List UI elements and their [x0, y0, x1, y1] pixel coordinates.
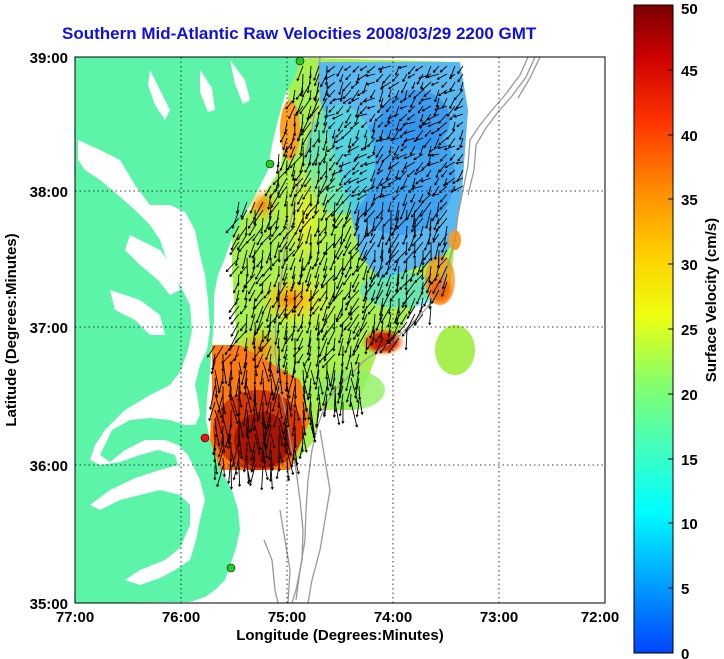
colorbar-ticks — [668, 4, 673, 654]
colorbar-tick-label: 20 — [681, 387, 698, 404]
bathymetry-contours — [263, 57, 541, 603]
colorbar-tick-label: 10 — [681, 516, 698, 533]
colorbar-label: Surface Velocity (cm/s) — [703, 218, 720, 382]
y-tick-label: 37:00 — [30, 320, 68, 337]
station-marker — [265, 159, 275, 169]
x-tick-label: 72:00 — [581, 609, 619, 626]
y-tick-labels: 39:00 38:00 37:00 36:00 35:00 — [30, 50, 68, 613]
x-tick-labels: 77:00 76:00 75:00 74:00 73:00 72:00 — [56, 609, 619, 626]
velocity-arrows — [207, 65, 464, 491]
y-tick-label: 36:00 — [30, 458, 68, 475]
station-marker — [295, 56, 305, 66]
colorbar — [633, 4, 674, 654]
x-tick-label: 76:00 — [162, 609, 200, 626]
x-tick-label: 75:00 — [268, 609, 306, 626]
colorbar-tick-labels: 0 5 10 15 20 25 30 35 40 45 50 — [681, 1, 698, 659]
colorbar-tick-label: 40 — [681, 128, 698, 145]
colorbar-tick-label: 45 — [681, 63, 698, 80]
y-tick-label: 39:00 — [30, 50, 68, 67]
y-tick-label: 35:00 — [30, 596, 68, 613]
colorbar-tick-label: 30 — [681, 257, 698, 274]
colorbar-tick-label: 15 — [681, 452, 698, 469]
velocity-arrow-paths — [207, 65, 464, 491]
chesapeake-bay — [78, 140, 210, 585]
colorbar-tick-label: 25 — [681, 322, 698, 339]
colorbar-tick-label: 0 — [681, 646, 689, 659]
colorbar-tick-label: 35 — [681, 192, 698, 209]
x-axis-label: Longitude (Degrees:Minutes) — [236, 627, 444, 644]
x-tick-label: 73:00 — [480, 609, 518, 626]
colorbar-tick-label: 5 — [681, 581, 689, 598]
station-marker-red — [200, 433, 210, 443]
x-tick-label: 74:00 — [374, 609, 412, 626]
map-title: Southern Mid-Atlantic Raw Velocities 200… — [62, 24, 537, 43]
x-tick-label: 77:00 — [56, 609, 94, 626]
y-axis-label: Latitude (Degrees:Minutes) — [3, 233, 20, 426]
grid — [75, 57, 605, 603]
colorbar-tick-label: 50 — [681, 1, 698, 18]
y-tick-label: 38:00 — [30, 184, 68, 201]
station-marker — [226, 563, 236, 573]
